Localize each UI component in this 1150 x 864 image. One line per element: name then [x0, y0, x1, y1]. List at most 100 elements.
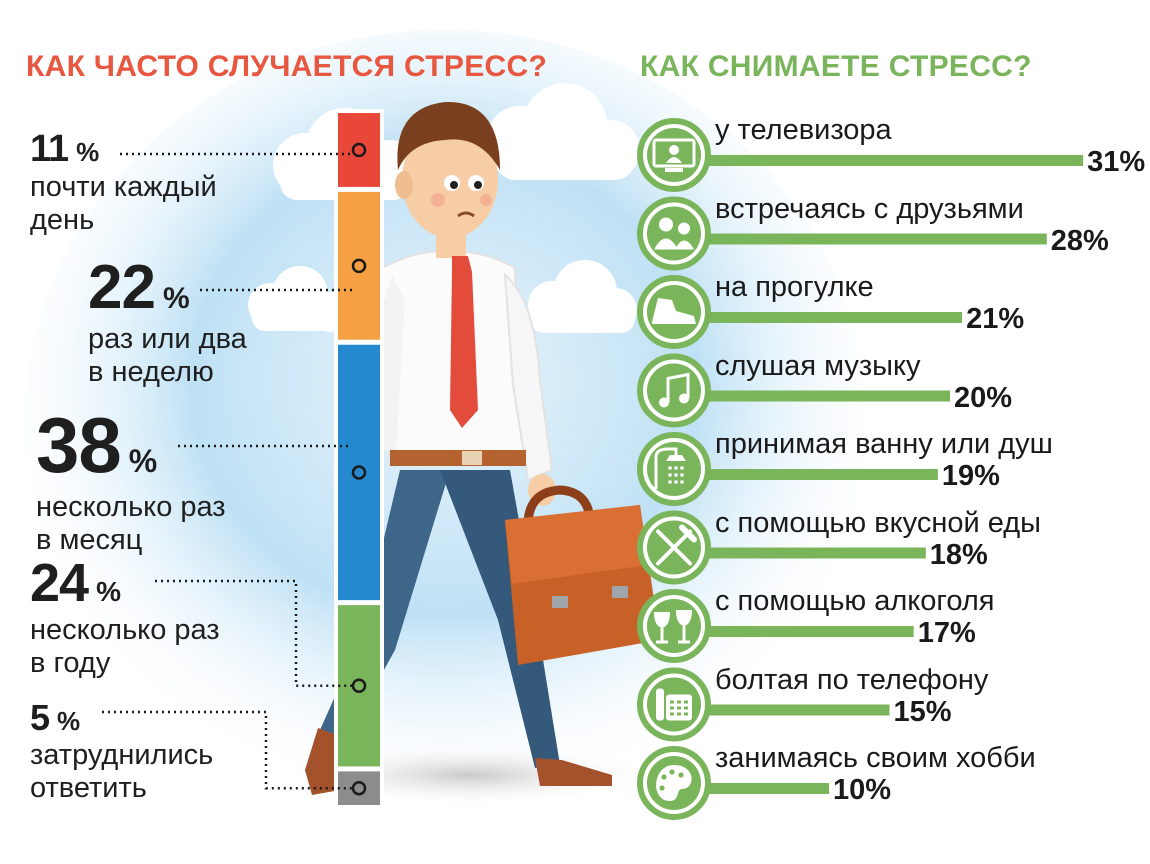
frequency-label: 11% почти каждый день	[30, 128, 217, 237]
shower-head	[666, 455, 686, 461]
activity-label: у телевизора	[715, 114, 892, 146]
hair	[397, 101, 500, 170]
frequency-percent-value: 38	[36, 401, 122, 489]
frequency-description: день	[30, 204, 95, 236]
segment-marker	[351, 678, 367, 694]
phone-key	[670, 706, 674, 710]
segment-marker	[351, 258, 367, 274]
water-drop	[674, 473, 678, 477]
belt	[390, 450, 526, 466]
briefcase-clasp	[612, 586, 628, 598]
fork-handle	[656, 529, 692, 566]
activity-bar	[708, 233, 1047, 245]
activity-label: слушая музыку	[715, 349, 921, 382]
frequency-description: затруднились	[30, 739, 214, 771]
icon-disc	[647, 599, 701, 653]
activity-bar	[708, 469, 938, 480]
leader-line	[155, 579, 352, 688]
paint-dot	[678, 772, 684, 778]
water-drop	[674, 466, 678, 470]
cheek	[480, 194, 492, 206]
briefcase	[505, 485, 660, 665]
right-chart-title: КАК СНИМАЕТЕ СТРЕСС?	[640, 50, 1032, 83]
percent-sign: %	[76, 137, 100, 167]
right-leg	[440, 470, 560, 768]
percent-sign: %	[96, 576, 121, 607]
activity-value: 21%	[966, 303, 1025, 335]
left-chart-title: КАК ЧАСТО СЛУЧАЕТСЯ СТРЕСС?	[26, 50, 548, 83]
cloud	[528, 260, 637, 333]
activity-value: 28%	[1050, 224, 1109, 257]
briefcase-flap	[505, 505, 648, 584]
left-arm	[379, 275, 405, 452]
activity-label: с помощью алкоголя	[715, 585, 995, 617]
activity-bar	[708, 704, 890, 716]
frequency-label: 22% раз или два в неделю	[88, 252, 247, 389]
frequency-description: несколько раз	[30, 614, 220, 646]
activity-label: с помощью вкусной еды	[715, 506, 1041, 539]
person-body	[675, 240, 694, 250]
icon-disc	[647, 206, 701, 261]
phone-key	[677, 712, 681, 716]
frequency-description: в неделю	[88, 356, 214, 388]
shoe-icon	[652, 298, 696, 324]
frequency-segment	[338, 344, 380, 601]
frequency-label: 24% несколько раз в году	[30, 552, 220, 680]
frequency-percent-value: 5	[30, 697, 50, 738]
frequency-percent-value: 24	[30, 553, 89, 613]
frequency-label: 38% несколько раз в месяц	[36, 400, 226, 557]
activity-value: 10%	[833, 774, 892, 806]
activity-value: 15%	[893, 695, 952, 728]
segment-marker	[351, 465, 367, 480]
phone-key	[670, 700, 674, 704]
activity-value: 17%	[917, 617, 976, 649]
percent-sign: %	[128, 443, 158, 479]
water-drop	[674, 480, 678, 484]
percent-sign: %	[57, 706, 81, 736]
wine-glass-stem	[678, 626, 690, 644]
water-drop	[668, 473, 672, 477]
pupil	[474, 181, 482, 189]
tie	[450, 256, 478, 428]
activity-bar	[708, 547, 926, 559]
water-drop	[680, 473, 684, 477]
frequency-description: раз или два	[88, 323, 247, 355]
tv-icon	[652, 138, 696, 172]
frequency-description: почти каждый	[30, 171, 217, 203]
water-drop	[668, 466, 672, 470]
activity-bar	[708, 783, 829, 794]
paint-dot	[661, 774, 667, 780]
right-shoe	[535, 758, 612, 786]
ear	[395, 171, 413, 199]
tv-stand	[665, 168, 683, 172]
activity-label: занимаясь своим хобби	[715, 742, 1036, 774]
frequency-description: в году	[30, 647, 111, 679]
segment-marker	[351, 780, 367, 796]
activity-value: 18%	[929, 538, 988, 571]
segment-marker	[351, 142, 367, 158]
belt-buckle	[462, 451, 482, 465]
frequency-percent-value: 11	[30, 128, 69, 170]
briefcase-handle	[523, 485, 595, 531]
right-arm	[503, 272, 554, 482]
activity-bar	[708, 626, 914, 637]
activity-value: 19%	[941, 460, 1000, 492]
tv-screen	[652, 138, 696, 168]
pupil	[450, 181, 458, 189]
palette-icon	[656, 765, 692, 801]
cheek	[431, 193, 445, 207]
shower-icon	[654, 447, 686, 489]
frequency-description: в месяц	[36, 524, 143, 556]
music-notes-icon	[659, 372, 690, 408]
activity-label: встречаясь с друзьями	[715, 192, 1024, 225]
mouth	[457, 211, 475, 218]
activity-value: 20%	[954, 381, 1013, 414]
activity-label: болтая по телефону	[715, 663, 989, 696]
activity-bar	[708, 390, 950, 402]
fork-knife-icon	[656, 524, 697, 566]
frequency-label: 5% затруднились ответить	[30, 697, 213, 805]
leader-line	[102, 710, 352, 790]
note-stems	[666, 372, 690, 403]
